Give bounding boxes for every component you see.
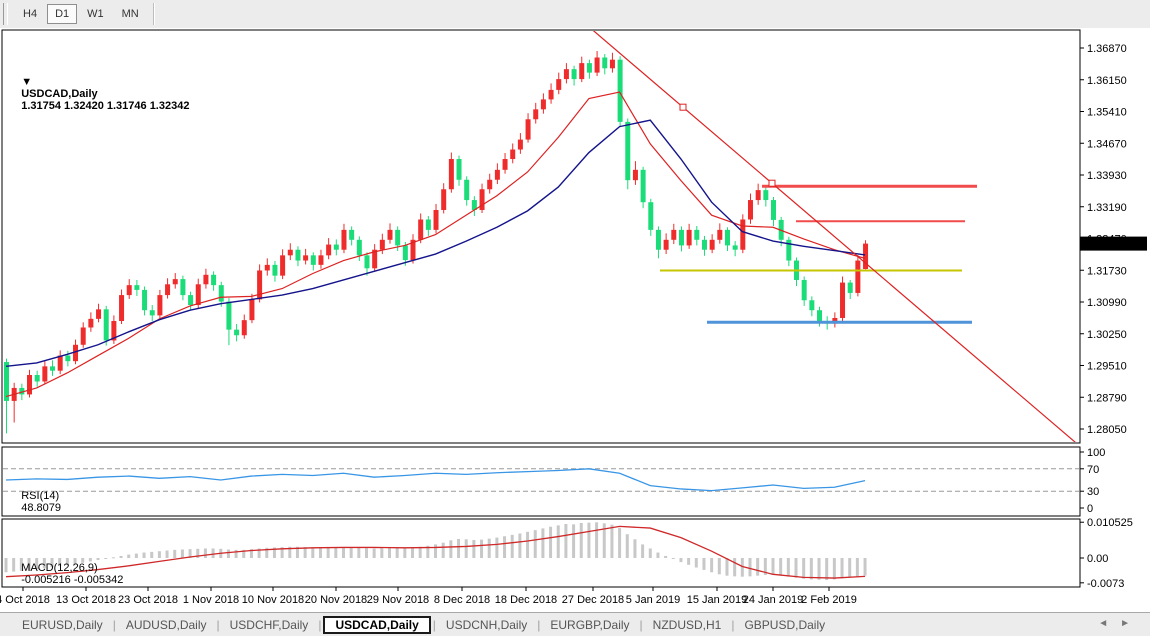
rsi-axis-label: 100 bbox=[1087, 447, 1105, 459]
price-axis-label: 1.31730 bbox=[1087, 265, 1127, 277]
timeframe-button-h4[interactable]: H4 bbox=[23, 8, 38, 20]
date-axis-label: 15 Jan 2019 bbox=[687, 594, 748, 606]
trendline-anchor-handle[interactable] bbox=[768, 179, 776, 187]
price-axis-label: 1.33190 bbox=[1087, 202, 1127, 214]
date-axis-label: 23 Oct 2018 bbox=[118, 594, 178, 606]
price-axis-label: 1.33930 bbox=[1087, 170, 1127, 182]
trendline-anchor-handle[interactable] bbox=[679, 103, 687, 111]
symbol-tab-bar: EURUSD,Daily | AUDUSD,Daily | USDCHF,Daily | U… bbox=[0, 612, 1150, 636]
tab-usdchf-daily[interactable]: USDCHF,Daily bbox=[229, 617, 309, 632]
tab-scroll-right-icon[interactable]: ► bbox=[1120, 618, 1142, 629]
macd-name: MACD(12,26,9) bbox=[21, 562, 98, 574]
macd-axis-label: -0.0073 bbox=[1087, 578, 1124, 590]
macd-pane[interactable] bbox=[1, 518, 1081, 588]
descending-trendline[interactable] bbox=[592, 30, 1078, 444]
symbol-dropdown-icon[interactable]: ▼ bbox=[21, 76, 33, 88]
date-axis-label: 29 Nov 2018 bbox=[367, 594, 429, 606]
macd-signal-line bbox=[5, 525, 866, 579]
price-axis-label: 1.36150 bbox=[1087, 75, 1127, 87]
current-price-label: 1.32342 bbox=[1086, 239, 1126, 251]
price-axis-label: 1.28790 bbox=[1087, 392, 1127, 404]
tab-separator: | bbox=[639, 617, 643, 632]
date-axis-label: 24 Jan 2019 bbox=[743, 594, 804, 606]
chart-window: 1.36870 1.36150 1.35410 1.34670 1.33930 1.331… bbox=[0, 28, 1150, 612]
rsi-pane[interactable] bbox=[1, 446, 1081, 517]
ma-red-line bbox=[5, 91, 866, 398]
current-price-tag bbox=[1080, 236, 1147, 251]
tab-eurusd-daily[interactable]: EURUSD,Daily bbox=[22, 617, 103, 632]
chart-symbol-label: USDCAD,Daily bbox=[21, 88, 98, 100]
tab-separator: | bbox=[537, 617, 541, 632]
date-axis-label: 10 Nov 2018 bbox=[242, 594, 304, 606]
tab-nzdusd-h1[interactable]: NZDUSD,H1 bbox=[652, 617, 722, 632]
date-axis-label: 18 Dec 2018 bbox=[495, 594, 557, 606]
candlestick-series bbox=[4, 51, 869, 434]
macd-axis-label: 0.010525 bbox=[1087, 517, 1133, 529]
rsi-line bbox=[5, 468, 866, 492]
macd-axis-label: 0.00 bbox=[1087, 553, 1108, 565]
tab-scroll-left-icon[interactable]: ◄ bbox=[1098, 618, 1121, 629]
macd-indicator-label: MACD(12,26,9) -0.005216 -0.005342 bbox=[9, 550, 123, 598]
date-axis-label: 27 Dec 2018 bbox=[562, 594, 624, 606]
tab-separator: | bbox=[432, 617, 436, 632]
tab-separator: | bbox=[112, 617, 116, 632]
date-axis-label: 20 Nov 2018 bbox=[305, 594, 367, 606]
tab-nav: ◄► bbox=[1098, 618, 1142, 629]
price-axis-label: 1.30250 bbox=[1087, 329, 1127, 341]
chart-title: ▼ USDCAD,Daily 1.31754 1.32420 1.31746 1… bbox=[9, 64, 189, 124]
tab-separator: | bbox=[216, 617, 220, 632]
tab-separator: | bbox=[731, 617, 735, 632]
rsi-axis-label: 0 bbox=[1087, 503, 1093, 515]
price-axis-label: 1.35410 bbox=[1087, 107, 1127, 119]
date-axis-label: 2 Feb 2019 bbox=[801, 594, 857, 606]
date-axis-label: 5 Jan 2019 bbox=[626, 594, 680, 606]
chart-ohlc-values: 1.31754 1.32420 1.31746 1.32342 bbox=[21, 100, 190, 112]
tab-gbpusd-daily[interactable]: GBPUSD,Daily bbox=[744, 617, 826, 632]
rsi-axis-label: 30 bbox=[1087, 486, 1099, 498]
timeframe-button-d1[interactable]: D1 bbox=[47, 4, 78, 24]
date-axis-label: 13 Oct 2018 bbox=[56, 594, 116, 606]
rsi-indicator-label: RSI(14) 48.8079 bbox=[9, 478, 61, 526]
tab-eurgbp-daily[interactable]: EURGBP,Daily bbox=[550, 617, 630, 632]
date-axis-label: 1 Nov 2018 bbox=[183, 594, 239, 606]
toolbar-separator bbox=[152, 3, 154, 25]
price-axis-label: 1.34670 bbox=[1087, 138, 1127, 150]
timeframe-button-mn[interactable]: MN bbox=[121, 8, 139, 20]
timeframe-toolbar: H4 D1 W1 MN bbox=[0, 0, 1150, 29]
tab-usdcnh-daily[interactable]: USDCNH,Daily bbox=[445, 617, 528, 632]
date-axis-label: 8 Dec 2018 bbox=[434, 594, 490, 606]
rsi-axis-label: 70 bbox=[1087, 464, 1099, 476]
main-chart-pane[interactable] bbox=[1, 29, 1081, 444]
macd-histogram bbox=[4, 522, 867, 581]
tab-separator: | bbox=[318, 617, 322, 632]
tab-audusd-daily[interactable]: AUDUSD,Daily bbox=[125, 617, 207, 632]
price-axis-label: 1.36870 bbox=[1087, 43, 1127, 55]
price-axis-label: 1.30990 bbox=[1087, 297, 1127, 309]
date-axis-label: 4 Oct 2018 bbox=[0, 594, 50, 606]
rsi-value: 48.8079 bbox=[21, 502, 61, 514]
macd-values: -0.005216 -0.005342 bbox=[21, 574, 124, 586]
price-axis-label: 1.29510 bbox=[1087, 361, 1127, 373]
toolbar-grip[interactable] bbox=[3, 3, 8, 25]
timeframe-button-w1[interactable]: W1 bbox=[87, 8, 104, 20]
price-axis-label: 1.28050 bbox=[1087, 424, 1127, 436]
rsi-name: RSI(14) bbox=[21, 490, 60, 502]
tab-usdcad-daily[interactable]: USDCAD,Daily bbox=[323, 615, 431, 634]
ma-blue-line bbox=[5, 119, 866, 368]
chart-canvas[interactable]: 1.36870 1.36150 1.35410 1.34670 1.33930 1.331… bbox=[0, 28, 1150, 612]
moving-averages bbox=[5, 91, 866, 398]
